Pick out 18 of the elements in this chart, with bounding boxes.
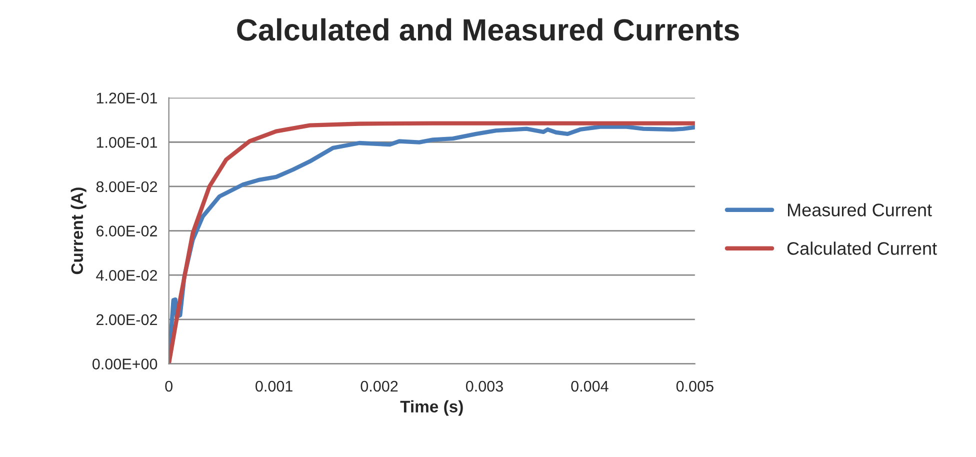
y-tick-label: 1.00E-01 xyxy=(96,136,157,148)
legend-label: Measured Current xyxy=(788,203,932,216)
legend-label: Calculated Current xyxy=(787,242,937,255)
y-tick-label: 1.20E-01 xyxy=(96,92,157,104)
x-tick-label: 0.004 xyxy=(571,380,608,392)
y-tick-label: 0.00E+00 xyxy=(92,358,158,370)
y-tick-label: 6.00E-02 xyxy=(96,226,157,236)
x-tick-label: 0.001 xyxy=(256,380,292,392)
x-tick-label: 0.005 xyxy=(676,380,714,392)
y-tick-label: 4.00E-02 xyxy=(96,270,157,281)
x-tick-label: 0.003 xyxy=(466,380,503,392)
y-tick-label: 2.00E-02 xyxy=(96,314,157,326)
y-tick-label: 8.00E-02 xyxy=(96,181,157,192)
x-tick-label: 0 xyxy=(165,380,172,392)
x-axis-title: Time (s) xyxy=(400,400,463,416)
chart-title: Calculated and Measured Currents xyxy=(237,18,739,41)
x-tick-label: 0.002 xyxy=(360,380,398,392)
y-axis-title: Current (A) xyxy=(70,188,86,274)
